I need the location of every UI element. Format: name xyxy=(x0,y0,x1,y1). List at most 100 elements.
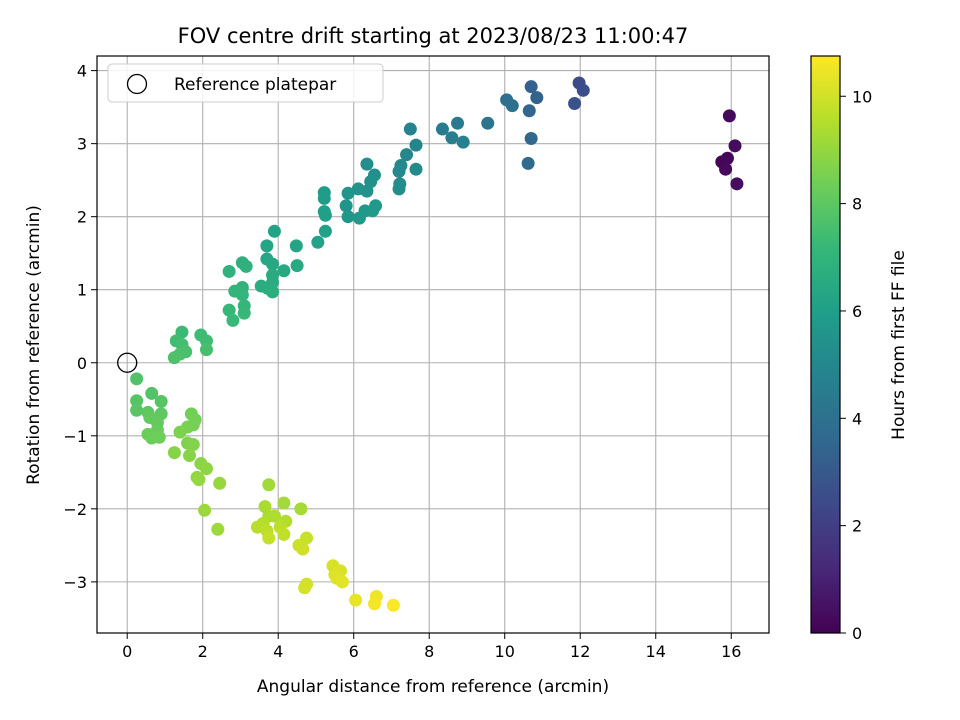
data-point xyxy=(568,96,582,110)
y-tick-label: −1 xyxy=(63,427,87,446)
data-point xyxy=(277,527,291,541)
x-axis-label: Angular distance from reference (arcmin) xyxy=(257,677,609,697)
colorbar-ticks: 0 2 4 6 8 10 xyxy=(840,87,872,643)
data-point xyxy=(730,177,744,191)
y-tick-label: 3 xyxy=(77,135,87,154)
data-point xyxy=(318,224,332,238)
data-point xyxy=(317,191,331,205)
data-point xyxy=(267,509,281,523)
data-point xyxy=(267,224,281,238)
data-point xyxy=(360,157,374,171)
data-point xyxy=(456,135,470,149)
data-point xyxy=(262,531,276,545)
colorbar-tick-label: 2 xyxy=(852,517,862,536)
colorbar-tick-label: 0 xyxy=(852,624,862,643)
data-point xyxy=(290,259,304,273)
data-point xyxy=(530,91,544,105)
data-point xyxy=(318,208,332,222)
data-point xyxy=(505,99,519,113)
y-tick-label: 1 xyxy=(77,281,87,300)
data-point xyxy=(435,122,449,136)
data-point xyxy=(481,116,495,130)
data-point xyxy=(226,313,240,327)
data-point xyxy=(392,182,406,196)
data-point xyxy=(522,104,536,118)
colorbar-tick-label: 10 xyxy=(852,87,872,106)
plot-frame xyxy=(96,55,770,634)
data-point xyxy=(130,403,144,417)
data-points xyxy=(117,76,744,612)
data-point xyxy=(222,303,236,317)
legend: Reference platepar xyxy=(107,63,384,103)
colorbar-tick-label: 8 xyxy=(852,195,862,214)
x-tick-label: 14 xyxy=(646,642,666,661)
x-tick-label: 12 xyxy=(570,642,590,661)
data-point xyxy=(294,502,308,516)
data-point xyxy=(341,186,355,200)
data-point xyxy=(167,446,181,460)
data-point xyxy=(145,386,159,400)
grid-lines xyxy=(97,56,769,633)
data-point xyxy=(266,285,280,299)
data-point xyxy=(152,430,166,444)
data-point xyxy=(451,116,465,130)
data-point xyxy=(199,343,213,357)
data-point xyxy=(524,132,538,146)
y-tick-label: −3 xyxy=(63,573,87,592)
y-axis-label: Rotation from reference (arcmin) xyxy=(24,205,44,485)
data-point xyxy=(298,581,312,595)
data-point xyxy=(222,264,236,278)
data-point xyxy=(266,257,280,271)
data-point xyxy=(213,476,227,490)
data-point xyxy=(311,235,325,249)
colorbar: 0 2 4 6 8 10 Hours from first FF file xyxy=(810,55,909,643)
data-point xyxy=(524,80,538,94)
data-point xyxy=(296,542,310,556)
x-tick-label: 10 xyxy=(495,642,515,661)
data-point xyxy=(211,522,225,536)
x-axis-ticks: 0 2 4 6 8 10 12 14 16 xyxy=(122,633,741,661)
reference-platepar-marker xyxy=(117,352,138,373)
data-point xyxy=(277,496,291,510)
data-point xyxy=(341,210,355,224)
legend-label: Reference platepar xyxy=(174,75,336,95)
colorbar-tick-label: 6 xyxy=(852,302,862,321)
data-point xyxy=(720,151,734,165)
data-point xyxy=(289,239,303,253)
y-axis-ticks: −3 −2 −1 0 1 2 3 4 xyxy=(63,62,97,592)
chart-title: FOV centre drift starting at 2023/08/23 … xyxy=(178,24,689,48)
data-point xyxy=(192,473,206,487)
x-tick-label: 2 xyxy=(198,642,208,661)
data-point xyxy=(130,372,144,386)
data-point xyxy=(186,438,200,452)
data-point xyxy=(400,148,414,162)
data-point xyxy=(349,593,363,607)
data-point xyxy=(198,503,212,517)
legend-marker-icon xyxy=(126,73,148,95)
data-point xyxy=(277,264,291,278)
y-tick-label: −2 xyxy=(63,500,87,519)
data-point xyxy=(409,162,423,176)
data-point xyxy=(237,306,251,320)
data-point xyxy=(576,83,590,97)
data-point xyxy=(369,199,383,213)
data-point xyxy=(173,425,187,439)
data-point xyxy=(403,122,417,136)
data-point xyxy=(130,394,144,408)
data-point xyxy=(386,598,400,612)
data-point xyxy=(167,351,181,365)
colorbar-frame xyxy=(810,55,841,634)
data-point xyxy=(262,478,276,492)
data-point xyxy=(719,162,733,176)
data-point xyxy=(521,156,535,170)
x-tick-label: 16 xyxy=(721,642,741,661)
legend-box xyxy=(107,63,384,103)
data-point xyxy=(339,199,353,213)
data-point xyxy=(392,164,406,178)
data-point xyxy=(239,259,253,273)
data-point xyxy=(367,597,381,611)
colorbar-tick-label: 4 xyxy=(852,409,862,428)
data-point xyxy=(199,462,213,476)
y-tick-label: 4 xyxy=(77,62,87,81)
